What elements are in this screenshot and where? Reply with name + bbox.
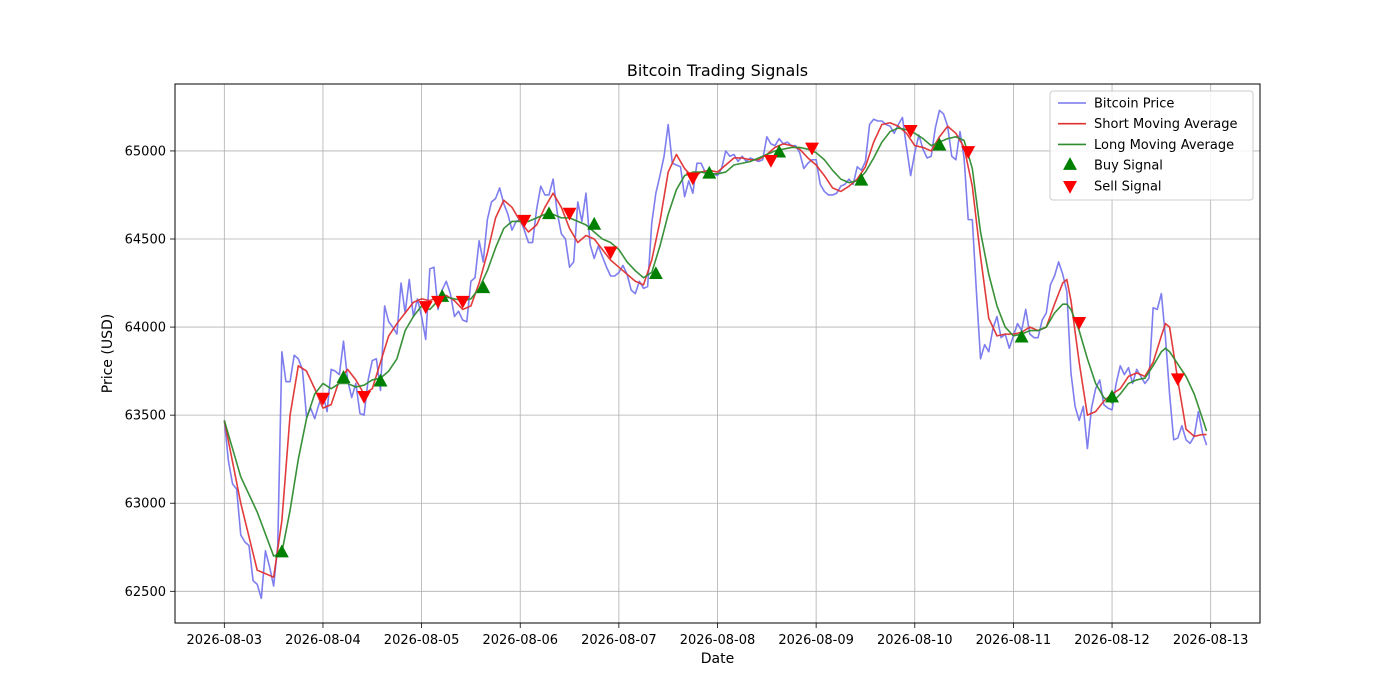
y-tick-label: 62500	[125, 585, 166, 600]
bitcoin-price-line	[223, 109, 1208, 600]
x-tick-label: 2026-08-05	[384, 633, 460, 648]
x-tick-label: 2026-08-11	[976, 633, 1052, 648]
buy-signal-marker	[476, 280, 491, 294]
legend-label-long-moving-average: Long Moving Average	[1094, 138, 1234, 153]
sell-signal-marker	[903, 124, 918, 138]
sell-signal-marker	[961, 146, 976, 159]
sell-signal-marker	[1072, 316, 1087, 330]
legend-box	[1049, 90, 1254, 201]
legend-swatch-buy-signal	[1063, 157, 1077, 170]
x-tick-label: 2026-08-06	[482, 633, 558, 648]
sell-signal-marker	[455, 295, 470, 309]
grid-lines	[175, 84, 1260, 623]
long-moving-average-line	[223, 127, 1208, 557]
legend-label-short-moving-average: Short Moving Average	[1094, 117, 1238, 132]
sell-signal-marker	[805, 142, 819, 156]
y-tick-label: 63000	[125, 497, 166, 512]
sell-signal-marker	[517, 214, 532, 228]
x-axis-label: Date	[701, 651, 734, 667]
plot-lines	[223, 109, 1208, 600]
short-moving-average-line	[223, 121, 1207, 578]
sell-signal-marker	[685, 172, 700, 186]
legend: Bitcoin Price Short Moving Average Long Mo…	[1049, 90, 1254, 201]
y-axis-ticks: 62500 63000 63500 64000 64500 65000	[125, 144, 175, 600]
buy-signal-marker	[336, 370, 351, 383]
x-tick-label: 2026-08-13	[1173, 633, 1249, 648]
sell-signal-marker	[1170, 373, 1185, 387]
x-tick-label: 2026-08-12	[1074, 633, 1150, 648]
buy-signal-marker	[648, 266, 663, 280]
buy-signal-marker	[587, 216, 602, 230]
sell-signal-marker	[431, 295, 445, 309]
plot-markers	[274, 124, 1185, 558]
y-tick-label: 65000	[125, 144, 166, 159]
buy-signal-marker	[542, 206, 556, 220]
x-tick-label: 2026-08-09	[778, 633, 854, 648]
buy-signal-marker	[1014, 329, 1029, 343]
sell-signal-marker	[418, 301, 433, 314]
x-tick-label: 2026-08-07	[581, 633, 657, 648]
chart-title: Bitcoin Trading Signals	[627, 61, 808, 80]
legend-swatch-sell-signal	[1063, 181, 1077, 194]
sell-signal-marker	[603, 246, 618, 260]
legend-label-buy-signal: Buy Signal	[1094, 159, 1163, 174]
x-axis-ticks: 2026-08-03 2026-08-04 2026-08-05 2026-08-06…	[187, 623, 1249, 648]
y-axis-label: Price (USD)	[100, 314, 116, 393]
sell-signal-marker	[357, 390, 372, 404]
sell-signal-marker	[315, 392, 330, 406]
buy-signal-marker	[274, 544, 289, 558]
buy-signal-marker	[854, 172, 869, 186]
x-tick-label: 2026-08-04	[285, 633, 361, 648]
legend-label-bitcoin-price: Bitcoin Price	[1094, 97, 1174, 112]
buy-signal-marker	[373, 373, 388, 387]
x-tick-label: 2026-08-10	[877, 633, 953, 648]
x-tick-label: 2026-08-08	[680, 633, 756, 648]
y-tick-label: 63500	[125, 409, 166, 424]
buy-signal-marker	[772, 144, 787, 158]
buy-signal-marker	[932, 137, 947, 151]
legend-label-sell-signal: Sell Signal	[1094, 179, 1162, 194]
buy-signal-marker	[1105, 389, 1120, 403]
x-tick-label: 2026-08-03	[187, 633, 263, 648]
y-tick-label: 64500	[125, 233, 166, 248]
buy-signal-marker	[702, 165, 717, 179]
sell-signal-marker	[763, 154, 778, 168]
y-tick-label: 64000	[125, 321, 166, 336]
sell-signal-marker	[562, 207, 577, 221]
